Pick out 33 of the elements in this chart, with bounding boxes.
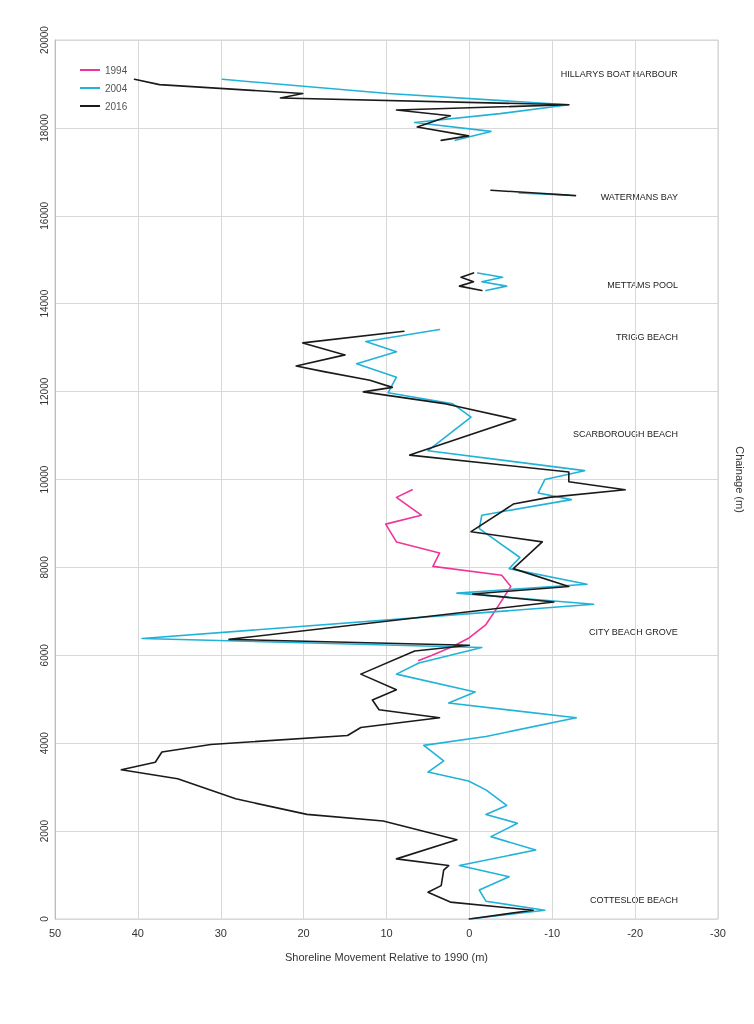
- y-tick-label: 20000: [38, 25, 50, 54]
- annotation: WATERMANS BAY: [600, 191, 678, 202]
- legend-label: 2004: [105, 82, 128, 94]
- x-tick-label: 40: [131, 926, 144, 939]
- x-tick-label: -30: [710, 926, 726, 939]
- y-tick-label: 14000: [38, 289, 50, 318]
- x-tick-label: 50: [48, 926, 62, 939]
- y-tick-label: 2000: [38, 819, 50, 843]
- legend-label: 2016: [105, 100, 128, 112]
- y-tick-label: 6000: [38, 643, 50, 667]
- x-tick-label: -20: [627, 926, 644, 939]
- y-tick-label: 16000: [38, 201, 50, 230]
- y-tick-label: 12000: [38, 377, 50, 406]
- x-tick-label: 10: [380, 926, 393, 939]
- y-tick-label: 8000: [38, 555, 50, 579]
- annotation: METTAMS POOL: [607, 279, 678, 290]
- annotation: HILLARYS BOAT HARBOUR: [560, 68, 679, 79]
- x-tick-label: 0: [466, 926, 473, 939]
- y-tick-label: 10000: [38, 465, 50, 494]
- annotation: TRIGG BEACH: [615, 332, 679, 343]
- x-axis-title: Shoreline Movement Relative to 1990 (m): [285, 950, 488, 963]
- y-tick-label: 4000: [38, 731, 50, 755]
- annotation: COTTESLOE BEACH: [589, 894, 679, 905]
- legend-label: 1994: [105, 64, 128, 76]
- annotation: SCARBOROUGH BEACH: [572, 429, 679, 440]
- annotation: CITY BEACH GROVE: [588, 626, 678, 637]
- line-series: [384, 489, 512, 662]
- y-axis-title: Chainage (m): [733, 446, 746, 513]
- y-tick-label: 0: [38, 915, 50, 922]
- x-tick-label: 20: [297, 926, 310, 939]
- y-tick-label: 18000: [38, 113, 50, 142]
- x-tick-label: -10: [544, 926, 561, 939]
- x-tick-label: 30: [214, 926, 227, 939]
